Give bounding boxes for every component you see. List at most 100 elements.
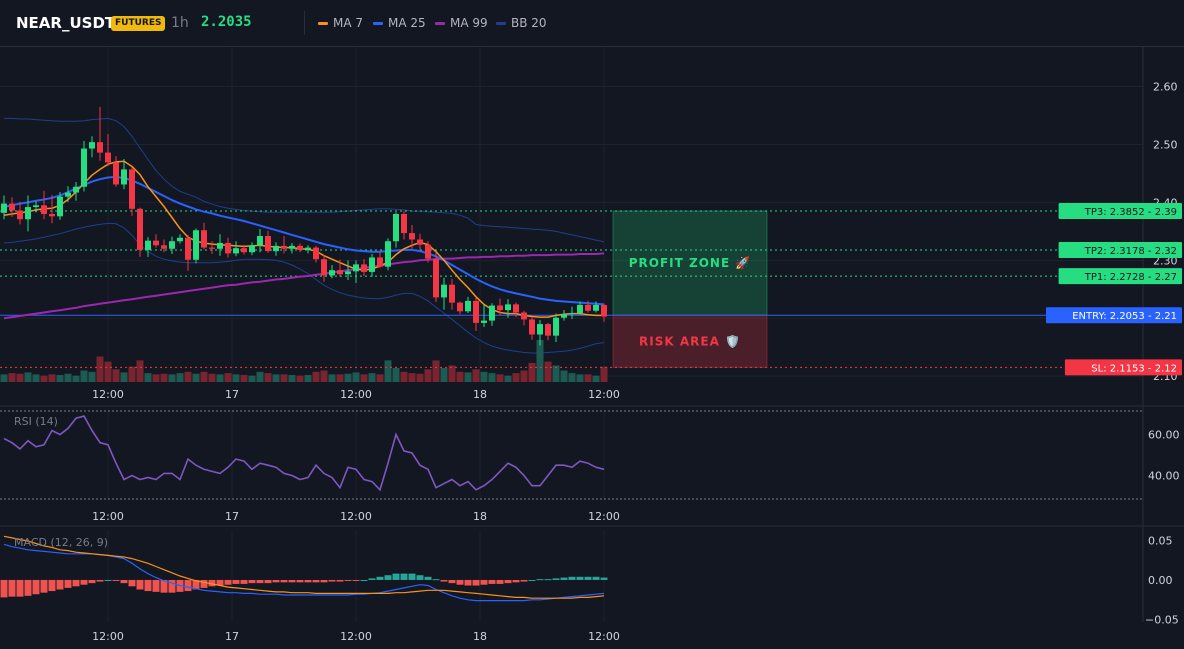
- symbol-name[interactable]: NEAR_USDT: [16, 14, 116, 32]
- tp-tag-bg[interactable]: [1058, 202, 1182, 219]
- candle-body[interactable]: [489, 305, 495, 321]
- candle-body[interactable]: [161, 245, 167, 249]
- tp-tag-bg[interactable]: [1058, 242, 1182, 259]
- tp-tag-label[interactable]: TP3: 2.3852 - 2.39: [1084, 207, 1177, 218]
- candle-body[interactable]: [593, 304, 599, 311]
- legend-ma99[interactable]: MA 99: [435, 16, 488, 30]
- candle-body[interactable]: [449, 284, 455, 303]
- candle-body[interactable]: [281, 245, 287, 249]
- candle-body[interactable]: [25, 207, 31, 220]
- candle-body[interactable]: [481, 320, 487, 323]
- candle-body[interactable]: [89, 142, 95, 149]
- candle-body[interactable]: [201, 230, 207, 248]
- legend-ma25[interactable]: MA 25: [373, 16, 426, 30]
- candle-body[interactable]: [353, 264, 359, 272]
- candle-body[interactable]: [385, 241, 391, 267]
- candle-body[interactable]: [537, 324, 543, 335]
- candle-body[interactable]: [137, 208, 143, 250]
- candle-body[interactable]: [41, 205, 47, 214]
- candle-body[interactable]: [337, 270, 343, 275]
- candle-body[interactable]: [433, 258, 439, 298]
- candle-body[interactable]: [601, 304, 607, 317]
- candle-body[interactable]: [65, 192, 71, 197]
- candle-body[interactable]: [57, 196, 63, 217]
- macd-histogram-bar: [424, 576, 432, 580]
- candle-body[interactable]: [241, 248, 247, 253]
- candle-body[interactable]: [585, 304, 591, 311]
- candle-body[interactable]: [305, 247, 311, 250]
- candle-body[interactable]: [225, 242, 231, 254]
- candles[interactable]: [1, 106, 607, 346]
- candle-body[interactable]: [185, 237, 191, 260]
- candle-body[interactable]: [345, 271, 351, 275]
- candle-body[interactable]: [177, 237, 183, 242]
- candle-body[interactable]: [561, 314, 567, 318]
- candle-body[interactable]: [81, 148, 87, 187]
- candle-body[interactable]: [105, 152, 111, 163]
- entry-tag-label[interactable]: ENTRY: 2.2053 - 2.21: [1072, 311, 1177, 322]
- tp-tag-label[interactable]: TP1: 2.2728 - 2.27: [1084, 272, 1177, 283]
- candle-body[interactable]: [49, 214, 55, 217]
- candle-body[interactable]: [417, 239, 423, 245]
- candle-body[interactable]: [553, 317, 559, 336]
- candle-body[interactable]: [297, 245, 303, 250]
- candle-body[interactable]: [1, 203, 7, 213]
- candle-body[interactable]: [233, 248, 239, 254]
- entry-tag-bg[interactable]: [1046, 307, 1182, 324]
- candle-body[interactable]: [457, 302, 463, 312]
- candle-body[interactable]: [169, 241, 175, 249]
- candle-body[interactable]: [17, 210, 23, 220]
- level-tags[interactable]: TP3: 2.3852 - 2.39 TP2: 2.3178 - 2.32 TP1:…: [1046, 202, 1182, 376]
- sl-tag-bg[interactable]: [1064, 359, 1182, 376]
- candle-body[interactable]: [569, 313, 575, 315]
- candle-body[interactable]: [97, 142, 103, 153]
- candle-body[interactable]: [473, 300, 479, 323]
- candle-body[interactable]: [465, 300, 471, 312]
- candle-body[interactable]: [545, 324, 551, 336]
- candle-body[interactable]: [401, 214, 407, 234]
- candle-body[interactable]: [249, 245, 255, 253]
- candle-body[interactable]: [265, 236, 271, 252]
- candle-body[interactable]: [153, 240, 159, 246]
- candle-body[interactable]: [145, 240, 151, 250]
- candle-body[interactable]: [121, 169, 127, 185]
- trading-chart[interactable]: PROFIT ZONE 🚀 RISK AREA 🛡️ RSI (14) MACD …: [0, 46, 1184, 649]
- legend-swatch: [318, 21, 328, 25]
- candle-body[interactable]: [521, 312, 527, 320]
- candle-body[interactable]: [529, 319, 535, 335]
- candle-body[interactable]: [313, 247, 319, 260]
- candle-body[interactable]: [425, 244, 431, 259]
- macd-histogram-bar: [16, 579, 24, 597]
- candle-body[interactable]: [217, 242, 223, 249]
- candle-body[interactable]: [497, 305, 503, 311]
- candle-body[interactable]: [257, 236, 263, 246]
- candle-body[interactable]: [209, 247, 215, 249]
- candle-body[interactable]: [441, 284, 447, 298]
- candle-body[interactable]: [513, 304, 519, 313]
- candle-body[interactable]: [289, 245, 295, 249]
- candle-body[interactable]: [361, 264, 367, 272]
- candle-body[interactable]: [577, 304, 583, 314]
- macd-histogram-bar: [456, 579, 464, 585]
- candle-body[interactable]: [393, 214, 399, 242]
- candle-body[interactable]: [193, 230, 199, 260]
- volume-bar: [320, 370, 328, 382]
- candle-body[interactable]: [129, 169, 135, 209]
- candle-body[interactable]: [329, 270, 335, 276]
- candle-body[interactable]: [9, 203, 15, 211]
- candle-body[interactable]: [73, 186, 79, 193]
- candle-body[interactable]: [409, 233, 415, 240]
- candle-body[interactable]: [369, 257, 375, 272]
- tp-tag-bg[interactable]: [1058, 268, 1182, 285]
- candle-body[interactable]: [321, 259, 327, 276]
- legend-bb20[interactable]: BB 20: [496, 16, 547, 30]
- candle-body[interactable]: [505, 304, 511, 311]
- candle-body[interactable]: [33, 205, 39, 208]
- timeframe-label[interactable]: 1h: [171, 15, 189, 31]
- candle-body[interactable]: [273, 245, 279, 252]
- candle-body[interactable]: [113, 162, 119, 185]
- tp-tag-label[interactable]: TP2: 2.3178 - 2.32: [1084, 246, 1177, 257]
- sl-tag-label[interactable]: SL: 2.1153 - 2.12: [1091, 363, 1177, 374]
- candle-body[interactable]: [377, 257, 383, 267]
- legend-ma7[interactable]: MA 7: [318, 16, 363, 30]
